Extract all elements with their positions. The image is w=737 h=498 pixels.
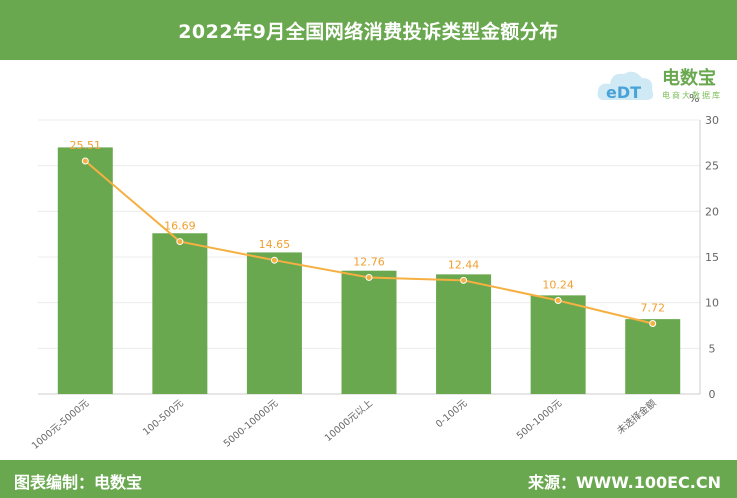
line-point: [270, 256, 278, 264]
footer: 图表编制：电数宝 来源：WWW.100EC.CN: [0, 460, 737, 498]
y-tick-label: 25: [705, 160, 719, 173]
y-tick-label: 15: [705, 251, 719, 264]
bar: [341, 270, 397, 394]
x-tick-label: 0-100元: [434, 398, 470, 431]
bar: [436, 274, 492, 394]
bar: [625, 319, 681, 394]
line-point: [554, 296, 562, 304]
logo-mark: eDT: [606, 83, 641, 102]
logo-icon: eDT: [597, 71, 654, 102]
data-label: 14.65: [259, 238, 291, 251]
data-label: 10.24: [542, 278, 574, 291]
bar: [57, 147, 113, 394]
y-tick-label: 10: [705, 297, 719, 310]
x-tick-label: 100-500元: [141, 398, 186, 438]
x-tick-label: 10000元以上: [323, 398, 375, 444]
line-point: [460, 276, 468, 284]
y-tick-label: 30: [705, 114, 719, 127]
line-point: [81, 157, 89, 165]
line-point: [365, 273, 373, 281]
data-label: 12.44: [448, 258, 480, 271]
y-tick-label: 0: [709, 388, 716, 401]
x-tick-label: 500-1000元: [515, 398, 565, 442]
bar: [246, 252, 302, 394]
data-label: 25.51: [70, 139, 102, 152]
chart-title: 2022年9月全国网络消费投诉类型金额分布: [0, 0, 737, 60]
line-point: [176, 238, 184, 246]
x-tick-label: 5000-10000元: [222, 398, 281, 450]
logo-name: 电数宝: [662, 68, 716, 89]
data-label: 7.72: [640, 301, 665, 314]
bar: [530, 295, 586, 394]
data-label: 12.76: [353, 255, 385, 268]
y-tick-label: 5: [709, 342, 716, 355]
footer-credit: 图表编制：电数宝: [14, 473, 143, 492]
x-tick-label: 1000元-5000元: [30, 398, 92, 452]
logo-tagline: 电商大数据库: [662, 91, 722, 100]
data-label: 16.69: [164, 220, 196, 233]
y-tick-label: 20: [705, 205, 719, 218]
chart-plot: 0 5 10 15 20 25 30 25.51 16.69 14.65 12.76 12.44 10.…: [30, 114, 719, 452]
x-tick-label: 未选择金额: [615, 397, 659, 437]
bar: [152, 233, 208, 394]
line-point: [649, 319, 657, 327]
y-axis-unit: %: [689, 92, 700, 105]
footer-source: 来源：WWW.100EC.CN: [527, 473, 721, 492]
